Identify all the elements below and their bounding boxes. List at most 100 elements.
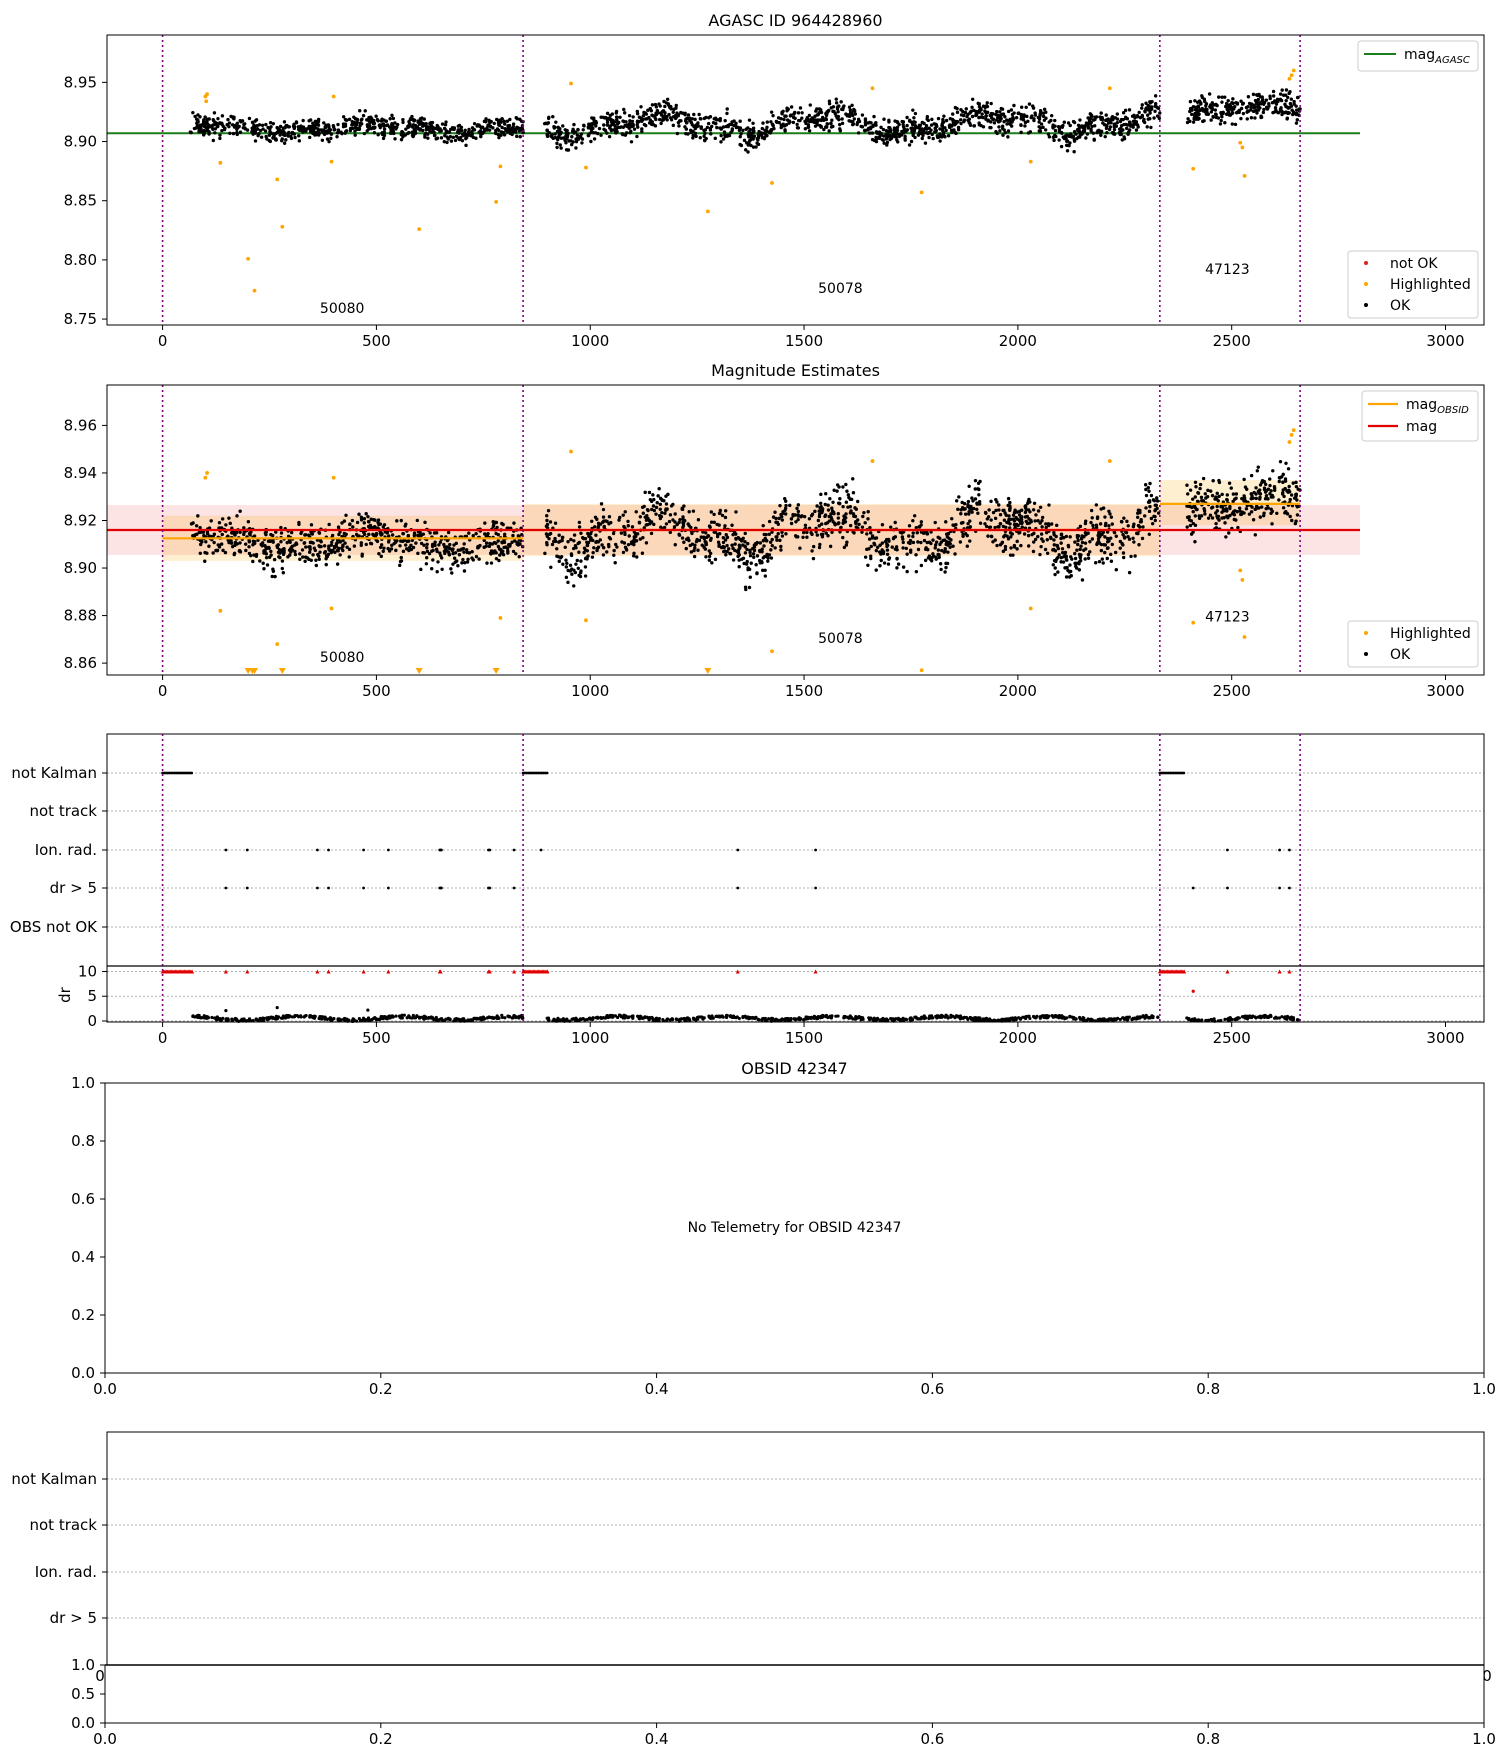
ok-point xyxy=(1186,117,1190,121)
ok-point xyxy=(1204,102,1209,106)
ok-point xyxy=(211,551,215,555)
ok-point xyxy=(318,550,322,554)
ok-point xyxy=(784,503,788,508)
ok-point xyxy=(287,130,291,135)
ion-rad-point xyxy=(327,848,330,852)
ok-point xyxy=(1294,108,1299,112)
ok-point xyxy=(680,507,685,512)
ok-point xyxy=(394,127,398,131)
ok-point xyxy=(564,558,568,562)
ok-point xyxy=(776,522,781,526)
ok-point xyxy=(819,501,823,505)
ok-point xyxy=(1188,99,1193,104)
obsid-label: 47123 xyxy=(1205,262,1250,278)
ok-point xyxy=(205,117,209,121)
ok-point xyxy=(652,522,656,527)
ok-point xyxy=(1094,523,1099,527)
ok-point xyxy=(726,547,731,551)
dr-gt-5-point xyxy=(814,886,817,890)
ok-point xyxy=(908,541,912,546)
ok-point xyxy=(927,135,931,140)
ok-point xyxy=(642,526,646,530)
ok-point xyxy=(769,548,773,552)
ok-point xyxy=(1209,489,1213,493)
ok-point xyxy=(1268,477,1272,481)
ok-point xyxy=(873,543,877,547)
ok-point xyxy=(1038,114,1042,119)
ok-point xyxy=(746,143,750,147)
ok-point xyxy=(1281,491,1285,495)
ok-point xyxy=(279,539,283,544)
ok-point xyxy=(746,541,750,546)
ok-point xyxy=(1094,561,1098,565)
ok-point xyxy=(683,125,687,129)
ok-point xyxy=(725,107,729,111)
ok-point xyxy=(1041,539,1045,543)
ok-point xyxy=(381,136,386,141)
ok-point xyxy=(1101,530,1106,534)
ok-point xyxy=(228,521,232,526)
ok-point xyxy=(366,519,371,524)
ok-point xyxy=(1140,536,1145,541)
y-tick-label: 8.86 xyxy=(64,654,97,672)
ok-point xyxy=(763,568,767,572)
ok-point xyxy=(467,127,471,132)
ok-point xyxy=(459,135,463,140)
ok-point xyxy=(1207,92,1212,96)
ok-point xyxy=(545,132,549,136)
ok-point xyxy=(718,118,722,123)
ok-point xyxy=(1150,521,1155,526)
ok-point xyxy=(463,561,467,565)
ok-point xyxy=(1000,124,1005,128)
ok-point xyxy=(1137,543,1141,547)
ok-point xyxy=(937,135,941,139)
ok-point xyxy=(440,122,445,126)
ok-point xyxy=(817,524,821,528)
highlighted-point xyxy=(1291,68,1296,73)
ok-point xyxy=(908,550,913,554)
ok-point xyxy=(853,506,857,510)
ok-point xyxy=(1051,563,1055,567)
ok-point xyxy=(1225,107,1230,112)
ok-point xyxy=(291,124,296,128)
ok-point xyxy=(1051,548,1055,552)
ok-point xyxy=(556,137,560,142)
ok-point xyxy=(1241,111,1246,116)
ok-point xyxy=(601,553,606,557)
ok-point xyxy=(1006,537,1011,541)
ok-point xyxy=(813,509,817,514)
ok-point xyxy=(1083,541,1088,545)
ok-point xyxy=(294,120,299,124)
ok-point xyxy=(323,549,328,554)
ok-point xyxy=(1234,492,1239,496)
ok-point xyxy=(449,139,454,143)
ok-point xyxy=(825,110,829,114)
ok-point xyxy=(207,526,212,530)
ok-point xyxy=(1079,544,1083,548)
ok-point xyxy=(307,550,312,554)
ok-point xyxy=(815,504,819,508)
ok-point xyxy=(559,130,563,134)
ok-point xyxy=(1285,95,1290,100)
ok-point xyxy=(1273,106,1278,110)
ok-point xyxy=(1099,111,1103,115)
ok-point xyxy=(644,523,648,527)
ok-point xyxy=(257,123,262,127)
ok-point xyxy=(869,544,873,549)
ok-point xyxy=(683,112,687,117)
ok-point xyxy=(972,124,977,128)
ok-point xyxy=(838,129,843,133)
ok-point xyxy=(388,117,392,121)
ok-point xyxy=(853,109,857,113)
ok-point xyxy=(1194,485,1198,489)
ok-point xyxy=(463,128,467,132)
ok-point xyxy=(253,139,258,143)
ok-point xyxy=(1210,102,1214,107)
ok-point xyxy=(815,533,820,537)
ok-point xyxy=(323,125,328,130)
ok-point xyxy=(685,116,689,120)
ok-point xyxy=(1032,118,1036,123)
ok-point xyxy=(222,127,227,131)
ok-point xyxy=(991,117,996,122)
ok-point xyxy=(988,125,992,130)
